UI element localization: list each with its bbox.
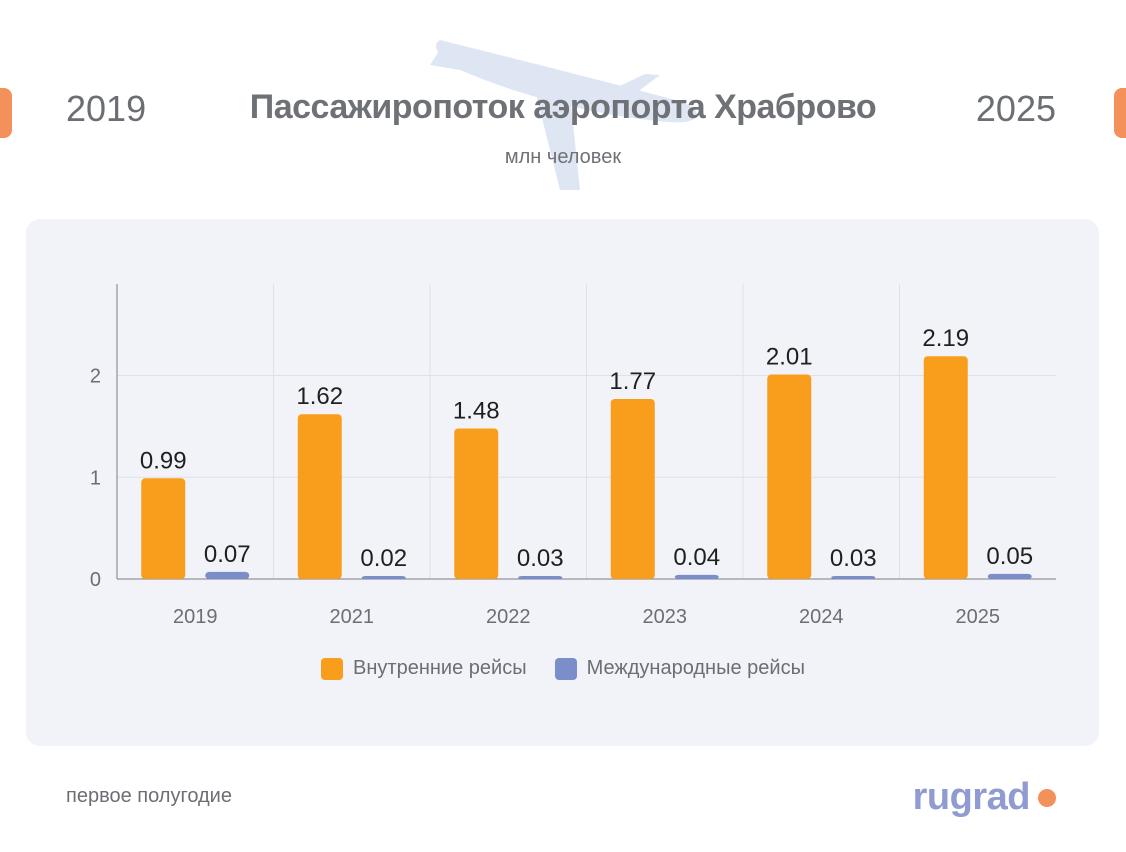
data-label-domestic: 1.48 — [453, 397, 500, 424]
footnote: первое полугодие — [66, 785, 232, 807]
data-label-domestic: 1.77 — [609, 368, 656, 395]
chart-legend: Внутренние рейсы Международные рейсы — [0, 657, 1126, 680]
data-label-international: 0.03 — [517, 545, 564, 572]
start-year-label: 2019 — [66, 88, 147, 129]
data-label-international: 0.07 — [204, 541, 251, 568]
y-tick-label: 2 — [90, 366, 101, 388]
x-tick-label: 2024 — [799, 606, 844, 628]
x-tick-label: 2023 — [643, 606, 688, 628]
legend-swatch-international — [554, 657, 577, 680]
bar-domestic — [923, 356, 968, 579]
x-tick-label: 2021 — [330, 606, 375, 628]
data-label-international: 0.02 — [360, 545, 407, 572]
legend-label-international: Международные рейсы — [586, 657, 805, 679]
bar-international — [205, 571, 250, 579]
airplane-icon — [430, 40, 697, 190]
bar-domestic — [610, 398, 655, 579]
end-year-label: 2025 — [975, 88, 1056, 129]
bar-international — [831, 575, 876, 579]
data-label-domestic: 2.19 — [922, 325, 969, 352]
bar-international — [987, 573, 1032, 579]
x-tick-label: 2019 — [173, 606, 218, 628]
legend-label-domestic: Внутренние рейсы — [353, 657, 527, 679]
data-label-international: 0.04 — [673, 544, 720, 571]
data-label-domestic: 0.99 — [140, 447, 187, 474]
bar-domestic — [297, 414, 342, 579]
data-label-domestic: 2.01 — [766, 344, 813, 371]
legend-item-international: Международные рейсы — [554, 657, 805, 680]
legend-item-domestic: Внутренние рейсы — [321, 657, 527, 680]
data-label-domestic: 1.62 — [296, 383, 343, 410]
bar-international — [674, 574, 719, 579]
y-tick-label: 0 — [90, 569, 101, 591]
logo-dot-icon — [1038, 789, 1056, 807]
rugrad-logo: rugrad — [912, 776, 1031, 818]
y-tick-label: 1 — [90, 467, 101, 489]
bar-international — [361, 576, 406, 579]
legend-swatch-domestic — [321, 657, 344, 680]
bar-domestic — [141, 478, 186, 579]
chart-subtitle: млн человек — [504, 146, 622, 168]
x-tick-label: 2022 — [486, 606, 531, 628]
bar-domestic — [454, 428, 499, 579]
chart-title: Пассажиропоток аэропорта Храброво — [249, 88, 877, 126]
bar-international — [518, 575, 563, 579]
data-label-international: 0.05 — [986, 543, 1033, 570]
data-label-international: 0.03 — [830, 545, 877, 572]
right-accent-tab — [1114, 88, 1126, 138]
left-accent-tab — [0, 88, 12, 138]
x-tick-label: 2025 — [956, 606, 1001, 628]
bar-domestic — [767, 374, 812, 579]
